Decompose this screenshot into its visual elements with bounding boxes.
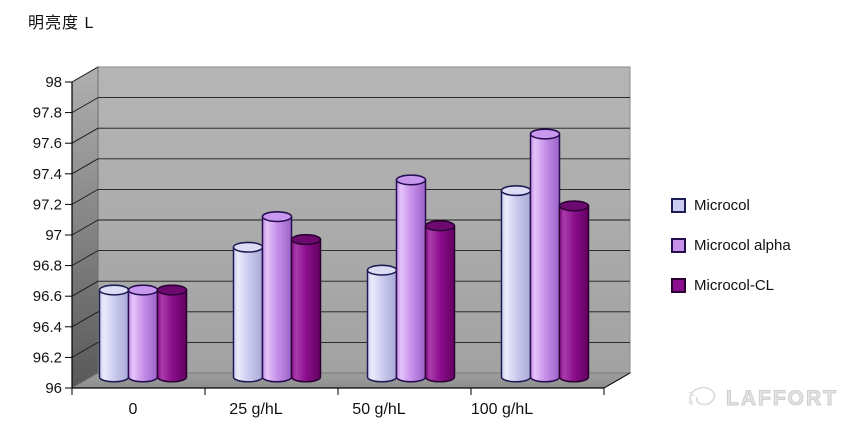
x-axis-labels: 0 25 g/hL 50 g/hL 100 g/hL xyxy=(129,401,534,418)
svg-text:96: 96 xyxy=(45,380,62,397)
bar-microcol-cl-2 xyxy=(424,220,456,383)
svg-text:97.8: 97.8 xyxy=(33,105,62,122)
bar-microcol-0 xyxy=(98,284,130,383)
svg-text:25 g/hL: 25 g/hL xyxy=(229,401,282,418)
svg-text:96.2: 96.2 xyxy=(33,349,62,366)
svg-text:0: 0 xyxy=(129,401,138,418)
bar-microcol-cl-0 xyxy=(156,284,188,383)
svg-text:98: 98 xyxy=(45,74,62,91)
bar-microcol-cl-1 xyxy=(290,234,322,383)
svg-text:97.4: 97.4 xyxy=(33,166,62,183)
watermark: LAFFORT xyxy=(686,383,838,415)
legend-label: Microcol alpha xyxy=(694,236,791,254)
bars xyxy=(98,128,590,383)
bar-microcol-1 xyxy=(232,241,264,383)
legend-swatch xyxy=(671,277,686,293)
legend-item: Microcol xyxy=(671,185,791,225)
legend-label: Microcol-CL xyxy=(694,276,775,294)
y-axis-labels: 96 96.2 96.4 96.6 96.8 97 97.2 97.4 97.6 97.8 98 xyxy=(33,74,62,397)
bar-microcol-cl-3 xyxy=(558,200,590,383)
svg-text:96.8: 96.8 xyxy=(33,258,62,275)
bar-microcol-alpha-3 xyxy=(529,128,561,383)
laffort-logo-icon xyxy=(687,386,716,406)
bar-microcol-alpha-1 xyxy=(261,211,293,383)
watermark-text: LAFFORT xyxy=(726,387,838,411)
legend-item: Microcol-CL xyxy=(671,265,791,305)
bar-microcol-2 xyxy=(366,264,398,383)
legend-swatch xyxy=(671,197,686,213)
svg-text:100 g/hL: 100 g/hL xyxy=(471,401,533,418)
legend-swatch xyxy=(671,237,686,253)
axis-ticks xyxy=(65,81,605,395)
svg-text:97.6: 97.6 xyxy=(33,135,62,152)
floor-right-edge xyxy=(603,372,631,389)
legend-item: Microcol alpha xyxy=(671,225,791,265)
svg-text:97: 97 xyxy=(45,227,62,244)
chart-title: 明亮度 L xyxy=(28,15,95,32)
bar-microcol-alpha-0 xyxy=(127,284,159,383)
svg-text:97.2: 97.2 xyxy=(33,196,62,213)
legend-label: Microcol xyxy=(694,196,750,214)
bar-microcol-3 xyxy=(500,185,532,383)
svg-text:50 g/hL: 50 g/hL xyxy=(352,401,405,418)
bar-microcol-alpha-2 xyxy=(395,174,427,383)
svg-text:96.4: 96.4 xyxy=(33,319,62,336)
svg-text:96.6: 96.6 xyxy=(33,288,62,305)
legend: Microcol Microcol alpha Microcol-CL xyxy=(671,185,791,305)
